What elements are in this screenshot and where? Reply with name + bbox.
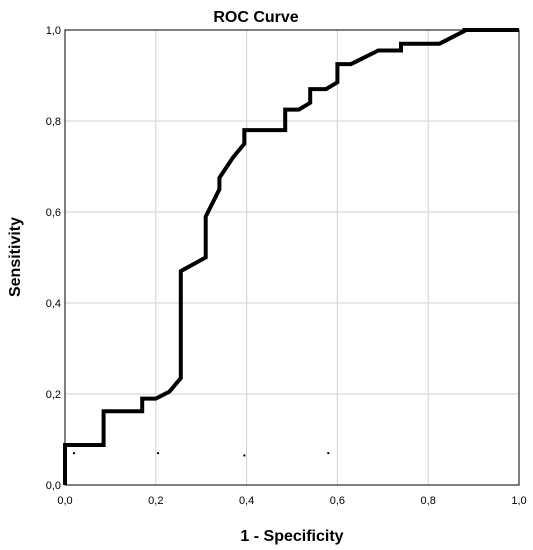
y-tick-label: 0,6 — [46, 207, 61, 219]
grid-lines — [65, 30, 519, 485]
y-axis-ticks: 0,0 0,2 0,4 0,6 0,8 1,0 — [46, 25, 61, 492]
x-tick-label: 1,0 — [511, 495, 526, 507]
roc-curve-line — [63, 28, 519, 485]
x-tick-label: 0,0 — [57, 495, 72, 507]
chart-title: ROC Curve — [213, 9, 298, 26]
y-tick-label: 0,0 — [46, 480, 61, 492]
reference-point — [327, 452, 330, 455]
y-axis-title: Sensitivity — [7, 217, 24, 297]
y-tick-label: 1,0 — [46, 25, 61, 37]
y-tick-label: 0,4 — [46, 298, 61, 310]
x-tick-label: 0,8 — [421, 495, 436, 507]
x-tick-label: 0,2 — [148, 495, 163, 507]
reference-points — [73, 452, 330, 457]
x-tick-label: 0,4 — [239, 495, 254, 507]
reference-point — [243, 454, 246, 457]
y-tick-label: 0,8 — [46, 116, 61, 128]
reference-point — [157, 452, 160, 455]
x-axis-title: 1 - Specificity — [240, 528, 343, 545]
y-tick-label: 0,2 — [46, 389, 61, 401]
plot-frame — [64, 29, 520, 486]
reference-point — [73, 452, 76, 455]
x-axis-ticks: 0,0 0,2 0,4 0,6 0,8 1,0 — [57, 495, 526, 507]
x-tick-label: 0,6 — [330, 495, 345, 507]
